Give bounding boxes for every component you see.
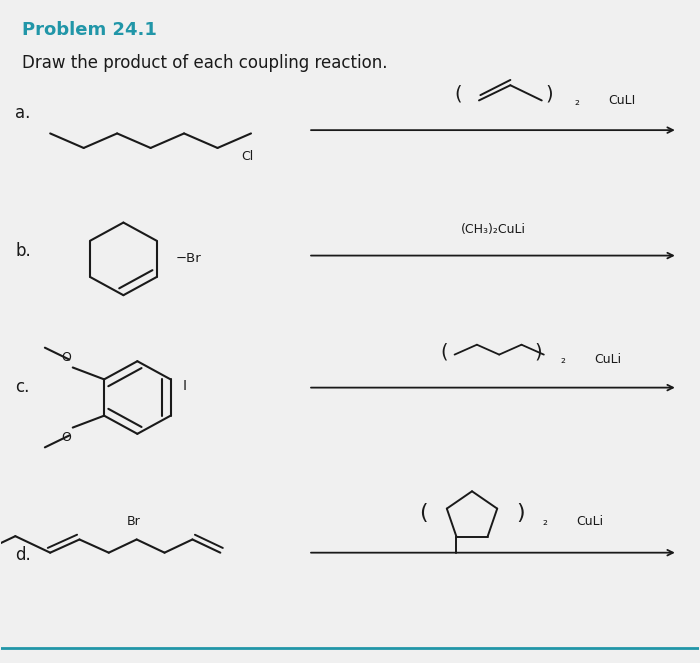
Text: b.: b. bbox=[15, 243, 31, 261]
Text: −Br: −Br bbox=[176, 253, 202, 265]
Text: (: ( bbox=[419, 503, 428, 523]
Text: Br: Br bbox=[126, 514, 140, 528]
Text: (: ( bbox=[454, 85, 462, 103]
Text: CuLi: CuLi bbox=[577, 514, 603, 528]
Text: I: I bbox=[183, 379, 187, 393]
Text: a.: a. bbox=[15, 103, 31, 122]
Text: ₂: ₂ bbox=[542, 514, 547, 528]
Text: Cl: Cl bbox=[241, 150, 253, 163]
Text: ₂: ₂ bbox=[560, 353, 565, 366]
Text: CuLi: CuLi bbox=[594, 353, 621, 366]
Text: ): ) bbox=[534, 342, 542, 361]
Text: Draw the product of each coupling reaction.: Draw the product of each coupling reacti… bbox=[22, 54, 388, 72]
Text: ₂: ₂ bbox=[574, 95, 579, 108]
Text: ): ) bbox=[517, 503, 525, 523]
Text: (: ( bbox=[440, 342, 448, 361]
Text: Problem 24.1: Problem 24.1 bbox=[22, 21, 158, 39]
Text: CuLI: CuLI bbox=[608, 94, 635, 107]
Text: ): ) bbox=[545, 85, 552, 103]
Text: (CH₃)₂CuLi: (CH₃)₂CuLi bbox=[461, 223, 526, 236]
Text: d.: d. bbox=[15, 546, 31, 564]
Text: O: O bbox=[61, 351, 71, 364]
Text: c.: c. bbox=[15, 378, 29, 396]
Text: O: O bbox=[61, 431, 71, 444]
